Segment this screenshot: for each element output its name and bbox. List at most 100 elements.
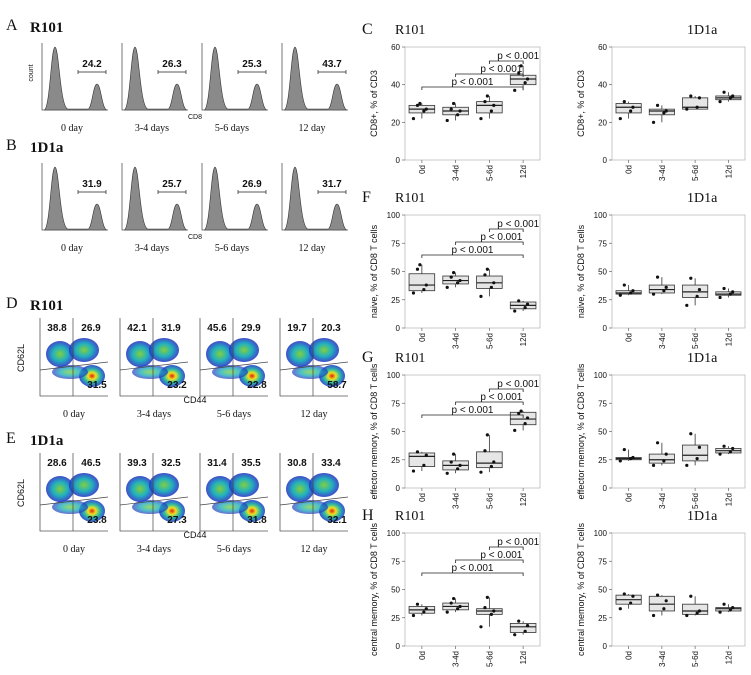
data-point (525, 302, 530, 306)
y-tick-label: 60 (391, 43, 400, 52)
data-point (445, 285, 449, 289)
data-point (651, 463, 656, 467)
sample-label: 5-6 days (217, 544, 251, 555)
data-point (655, 275, 660, 279)
data-point (685, 303, 689, 307)
y-axis-label: CD8+, % of CD3 (369, 70, 379, 137)
gate (77, 190, 107, 194)
significance-bracket (488, 546, 524, 550)
y-tick-label: 25 (391, 456, 400, 465)
gate-value: 26.3 (162, 59, 182, 70)
cell-population (132, 365, 168, 379)
data-point (492, 103, 496, 107)
significance-bracket (455, 241, 524, 245)
x-tick-label: 5-6d (691, 165, 700, 181)
data-point (517, 299, 521, 303)
plot-frame (404, 46, 541, 161)
quadrant-value: 28.6 (47, 458, 67, 469)
significance-bracket (455, 559, 524, 563)
data-point (411, 613, 416, 618)
data-point (483, 449, 487, 453)
significance-bracket (488, 228, 524, 232)
significance-label: p < 0.001 (480, 232, 522, 243)
data-point (718, 100, 722, 104)
x-tick-label: 3-4d (658, 493, 667, 509)
sample-label: 12 day (301, 409, 328, 420)
quadrant-line (39, 361, 109, 371)
y-axis-label: naive, % of CD8 T cells (576, 224, 586, 318)
x-tick-label: 5-6d (691, 493, 700, 509)
significance-label: p < 0.001 (497, 51, 539, 62)
significance-label: p < 0.001 (497, 537, 539, 548)
x-axis-label: CD8 (188, 234, 202, 241)
data-point (662, 607, 666, 611)
y-tick-label: 20 (391, 118, 400, 127)
data-point (452, 101, 456, 106)
data-point (631, 289, 635, 293)
data-point (695, 611, 699, 615)
y-tick-label: 0 (396, 484, 401, 493)
y-tick-label: 100 (594, 371, 608, 380)
quadrant-value: 31.8 (247, 515, 267, 526)
x-tick-label: 3-4d (658, 165, 667, 181)
cell-population (46, 476, 74, 502)
histogram-peak (203, 46, 268, 111)
y-tick-label: 50 (598, 428, 607, 437)
cell-population (286, 476, 314, 502)
data-point (492, 460, 496, 464)
sample-label: 12 day (299, 243, 326, 254)
significance-label: p < 0.001 (452, 77, 494, 88)
data-point (731, 290, 735, 294)
sample-label: 3-4 days (137, 409, 171, 420)
data-point (685, 107, 689, 111)
y-tick-label: 25 (598, 614, 607, 623)
axis-frame (39, 318, 108, 397)
data-point (479, 116, 483, 121)
chart-title: R101 (395, 191, 425, 206)
data-point (622, 100, 626, 104)
cell-population (52, 365, 88, 379)
significance-label: p < 0.001 (480, 64, 522, 75)
x-tick-label: 5-6d (691, 651, 700, 667)
y-tick-label: 40 (391, 81, 400, 90)
data-point (415, 450, 420, 454)
panel-letter: A (6, 17, 18, 34)
data-point (452, 596, 456, 601)
data-point (489, 464, 493, 469)
x-tick-label: 12d (519, 651, 528, 664)
cell-population (292, 365, 328, 379)
quadrant-value: 19.7 (287, 323, 307, 334)
data-point (695, 105, 699, 109)
significance-label: p < 0.001 (452, 563, 494, 574)
y-tick-label: 0 (396, 324, 401, 333)
data-point (722, 602, 726, 606)
data-point (458, 278, 462, 283)
data-point (655, 593, 660, 597)
data-point (629, 109, 633, 113)
data-point (517, 619, 521, 623)
cell-population (149, 473, 179, 497)
data-point (664, 285, 668, 289)
data-point (618, 116, 622, 121)
gate (317, 70, 347, 74)
data-point (458, 604, 462, 609)
data-point (718, 452, 722, 456)
y-axis-label: effector memory, % of CD8 T cells (369, 363, 379, 499)
data-point (618, 607, 622, 611)
x-tick-label: 3-4d (658, 333, 667, 349)
x-tick-label: 3-4d (452, 493, 461, 509)
cell-population (69, 338, 99, 362)
significance-label: p < 0.001 (452, 405, 494, 416)
x-tick-label: 0d (625, 493, 634, 502)
data-point (525, 77, 530, 81)
y-tick-label: 25 (391, 296, 400, 305)
y-tick-label: 20 (598, 118, 607, 127)
y-tick-label: 0 (603, 156, 608, 165)
quadrant-value: 35.5 (241, 458, 261, 469)
gate-value: 24.2 (82, 59, 102, 70)
panel-title: 1D1a (30, 433, 64, 449)
data-point (445, 610, 449, 614)
histogram-peak (123, 46, 188, 111)
quadrant-value: 23.2 (167, 380, 187, 391)
y-tick-label: 50 (391, 586, 400, 595)
